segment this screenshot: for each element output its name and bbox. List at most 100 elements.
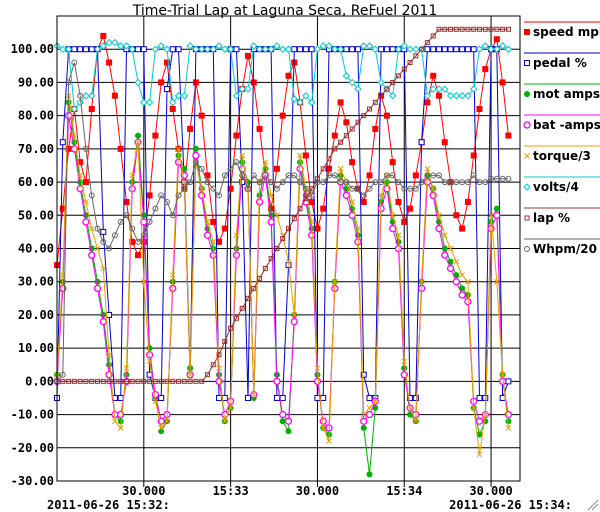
plot-frame — [56, 15, 521, 482]
data-point — [378, 93, 384, 99]
data-point — [245, 295, 251, 301]
data-point — [117, 218, 124, 225]
data-point — [430, 33, 436, 39]
legend-label: Whpm/20 — [533, 242, 597, 256]
data-point — [100, 238, 107, 245]
data-point — [140, 98, 148, 107]
data-point — [291, 216, 297, 222]
data-point — [505, 378, 512, 385]
data-point — [314, 225, 321, 232]
data-point — [302, 185, 309, 192]
data-point — [273, 42, 281, 50]
data-point — [441, 139, 448, 146]
data-point — [123, 365, 130, 371]
data-point — [145, 98, 154, 107]
data-point — [210, 185, 217, 192]
data-point — [71, 46, 78, 53]
data-point — [134, 78, 142, 87]
data-point — [250, 42, 258, 50]
data-point — [99, 42, 108, 50]
data-point — [412, 45, 420, 53]
data-point — [199, 378, 205, 384]
data-point — [88, 92, 96, 100]
data-point — [88, 46, 95, 53]
legend-label: speed mph — [533, 25, 600, 39]
legend-label: pedal % — [533, 56, 587, 70]
data-point — [273, 165, 280, 172]
data-point — [64, 45, 73, 53]
data-point — [100, 265, 107, 272]
x-tick-label: 30.000 — [122, 484, 165, 498]
data-point — [204, 179, 211, 186]
data-point — [158, 79, 165, 86]
data-point — [284, 45, 293, 53]
legend-item: Whpm/20 — [524, 238, 600, 256]
legend-item: pedal % — [524, 52, 600, 70]
data-point — [447, 258, 454, 265]
data-point — [88, 192, 95, 199]
data-point — [435, 85, 443, 93]
data-point — [400, 42, 408, 50]
data-point — [378, 46, 385, 53]
data-point — [441, 251, 449, 259]
data-point — [233, 232, 240, 239]
data-point — [464, 179, 471, 186]
resize-grip[interactable] — [587, 499, 599, 511]
data-point — [326, 165, 333, 172]
data-point — [158, 192, 165, 199]
data-point — [82, 145, 89, 152]
data-point — [494, 26, 500, 32]
data-point — [129, 225, 136, 232]
data-point — [314, 179, 321, 186]
data-point — [88, 225, 95, 232]
data-point — [435, 172, 442, 179]
data-point — [268, 179, 275, 186]
data-point — [465, 26, 471, 32]
data-point — [71, 139, 78, 146]
data-point — [493, 205, 500, 212]
data-point — [435, 46, 442, 53]
data-point — [71, 132, 78, 139]
data-point — [60, 378, 66, 384]
data-point — [216, 352, 222, 358]
data-point — [360, 371, 367, 378]
data-point — [257, 275, 263, 281]
data-point — [395, 73, 401, 79]
data-point — [192, 159, 199, 166]
data-point — [95, 378, 101, 384]
data-point — [250, 391, 257, 398]
data-point — [464, 199, 471, 205]
data-point — [481, 42, 489, 50]
x-tick-label: 15:33 — [213, 484, 249, 498]
data-point — [164, 418, 170, 425]
data-point — [268, 192, 274, 199]
data-point — [309, 186, 315, 192]
data-point — [256, 179, 263, 186]
data-point — [216, 238, 223, 245]
y-tick-label: 20.00 — [18, 308, 54, 322]
data-point — [187, 179, 194, 186]
series-line — [56, 62, 509, 382]
data-point — [117, 418, 124, 425]
data-point — [238, 85, 246, 93]
data-point — [111, 232, 118, 239]
data-point — [499, 79, 506, 86]
data-point — [447, 46, 454, 53]
data-point — [117, 410, 125, 419]
data-point — [372, 179, 379, 186]
data-point — [308, 219, 315, 225]
data-point — [407, 205, 414, 212]
data-point — [366, 172, 373, 179]
data-point — [82, 46, 89, 53]
data-point — [180, 92, 189, 100]
data-point — [146, 192, 153, 199]
data-point — [342, 191, 351, 200]
data-point — [233, 132, 240, 139]
data-point — [389, 172, 396, 179]
data-point — [331, 132, 338, 139]
data-point — [302, 46, 309, 53]
data-point — [343, 119, 350, 126]
data-point — [459, 285, 466, 292]
data-point — [302, 92, 310, 100]
data-point — [470, 172, 477, 179]
